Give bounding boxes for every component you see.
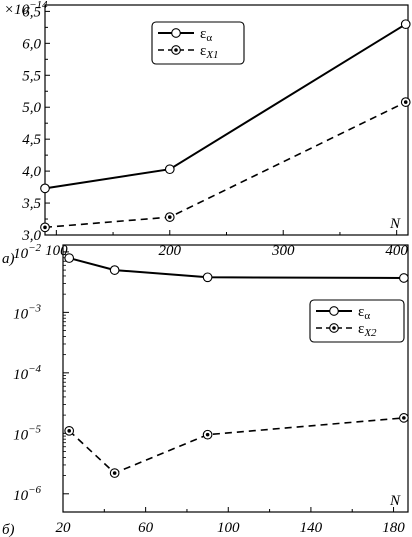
series-line-2	[44, 101, 407, 229]
x-tick-label: 100	[217, 520, 240, 536]
series-1-point	[164, 164, 175, 175]
y-tick-exp: −2	[28, 242, 41, 254]
x-tick-label: 300	[271, 243, 295, 259]
panel-b-series	[64, 253, 409, 478]
y-tick-label: 10−4	[13, 363, 41, 383]
y-tick-exp: −6	[28, 484, 41, 496]
y-tick-label: 3,0	[21, 228, 41, 244]
legend-box	[151, 21, 245, 65]
series-2-point-dot	[205, 432, 210, 437]
x-tick-label: 140	[300, 520, 323, 536]
y-tick-base: 10	[13, 306, 29, 322]
x-tick-label: 100	[45, 243, 68, 259]
panel-b: 10−210−310−410−510−620 60 100 140 180 N б) ε…	[2, 242, 409, 537]
panel-a-scale-note: ×10−14	[4, 0, 48, 18]
y-tick-label: 10−5	[13, 423, 41, 443]
panel-a-series	[40, 19, 411, 233]
y-tick-label: 4,0	[22, 164, 41, 180]
x-tick-label: 400	[385, 243, 408, 259]
series-2-point-dot	[167, 215, 172, 219]
y-tick-label: 10−2	[13, 242, 41, 262]
series-1-point	[109, 265, 120, 275]
series-line-2	[68, 417, 404, 475]
panel-a-axes: 3,0 3,5 4,0 4,5 5,0 5,5 6,0 6,5 100 200 300 400	[21, 4, 408, 259]
series-2-point-dot	[402, 416, 406, 420]
y-tick-label: 10−6	[13, 484, 41, 504]
legend-entry-1: εα	[200, 26, 212, 44]
y-tick-label: 3,5	[21, 196, 41, 212]
series-1-point	[399, 273, 409, 283]
legend-entry-sub: α	[206, 32, 212, 44]
panel-a: 3,0 3,5 4,0 4,5 5,0 5,5 6,0 6,5 100 200 300 400 ×10…	[2, 0, 411, 267]
y-tick-label: 10−3	[13, 302, 41, 322]
x-tick-label: 60	[138, 520, 154, 536]
legend-marker-1	[171, 28, 181, 38]
legend-entry-base: ε	[200, 26, 206, 42]
legend-entry-base: ε	[358, 304, 364, 320]
series-1-point	[40, 183, 50, 194]
panel-b-x-axis-label: N	[389, 493, 401, 509]
series-1-point	[202, 272, 213, 283]
y-tick-label: 6,0	[22, 36, 41, 52]
legend-entry-sub: X2	[363, 327, 377, 339]
x-tick-label: 200	[159, 243, 182, 259]
legend-entry-base: ε	[200, 43, 206, 59]
legend-entry-1: εα	[358, 304, 370, 322]
series-2-point-dot	[403, 100, 408, 104]
y-tick-label: 4,5	[22, 132, 41, 148]
legend-entry-sub: X1	[205, 49, 218, 61]
y-tick-exp: −5	[28, 423, 41, 435]
y-tick-label: 6,5	[22, 4, 41, 20]
series-2-point-dot	[43, 225, 47, 230]
series-1-point	[64, 253, 75, 263]
y-tick-exp: −3	[28, 302, 41, 314]
y-tick-label: 5,5	[22, 68, 41, 84]
legend-entry-base: ε	[358, 321, 364, 337]
series-1-point	[400, 19, 411, 30]
legend-entry-2: εX2	[358, 321, 377, 339]
y-tick-base: 10	[13, 246, 29, 262]
y-tick-base: 10	[13, 427, 29, 443]
legend-marker-2-dot	[174, 48, 178, 52]
y-tick-label: 5,0	[22, 100, 41, 116]
panel-b-axes: 10−210−310−410−510−620 60 100 140 180	[13, 242, 405, 536]
y-tick-base: 10	[13, 367, 29, 383]
panel-b-label: б)	[2, 522, 15, 537]
x-tick-label: 20	[56, 520, 72, 536]
panel-a-label: а)	[2, 251, 15, 267]
y-tick-base: 10	[13, 488, 29, 504]
series-line-1	[68, 257, 404, 280]
x-tick-label: 180	[382, 520, 405, 536]
legend-marker-2-dot	[332, 326, 336, 330]
legend-box	[309, 299, 405, 343]
legend-entry-2: εX1	[200, 43, 219, 61]
legend-marker-1	[329, 306, 339, 316]
legend-entry-sub: α	[364, 310, 370, 322]
y-tick-exp: −4	[28, 363, 41, 375]
series-2-point-dot	[112, 471, 117, 475]
series-2-point-dot	[67, 429, 71, 433]
panel-a-x-axis-label: N	[389, 216, 401, 232]
